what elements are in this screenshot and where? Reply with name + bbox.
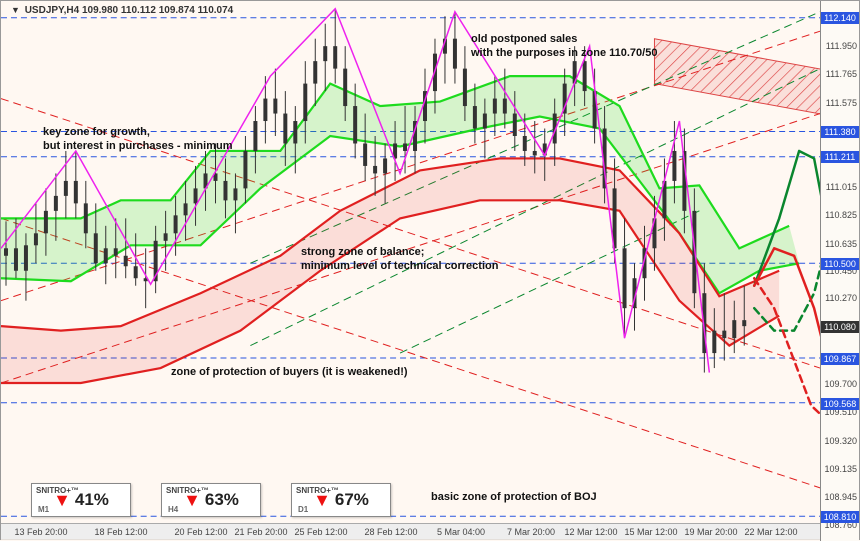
price-tag: 111.211 (821, 151, 859, 163)
y-tick: 111.015 (826, 182, 857, 192)
dropdown-icon[interactable]: ▼ (11, 5, 20, 15)
y-tick: 109.135 (824, 464, 857, 474)
x-tick: 7 Mar 20:00 (507, 527, 555, 537)
panel-percent: 41% (75, 490, 109, 510)
panel-percent: 63% (205, 490, 239, 510)
y-tick: 110.635 (825, 239, 857, 249)
y-tick: 111.765 (826, 69, 857, 79)
y-tick: 109.700 (824, 379, 857, 389)
panel-timeframe: D1 (298, 505, 308, 514)
price-tag: 112.140 (821, 12, 859, 24)
x-tick: 12 Mar 12:00 (564, 527, 617, 537)
panel-brand: SNITRO+™ (296, 486, 339, 495)
price-tag: 111.380 (821, 126, 859, 138)
panel-brand: SNITRO+™ (166, 486, 209, 495)
panel-brand: SNITRO+™ (36, 486, 79, 495)
x-tick: 20 Feb 12:00 (174, 527, 227, 537)
annotation-text: old postponed sales with the purposes in… (471, 33, 657, 61)
x-tick: 18 Feb 12:00 (94, 527, 147, 537)
symbol-label: USDJPY,H4 (25, 5, 79, 16)
annotation-text: zone of protection of buyers (it is weak… (171, 366, 408, 380)
x-tick: 5 Mar 04:00 (437, 527, 485, 537)
price-tag: 110.080 (821, 321, 859, 333)
y-tick: 111.950 (826, 41, 857, 51)
panel-timeframe: H4 (168, 505, 178, 514)
x-tick: 28 Feb 12:00 (364, 527, 417, 537)
price-tag: 110.500 (821, 258, 859, 270)
annotation-text: basic zone of protection of BOJ (431, 491, 597, 505)
price-tag: 109.568 (821, 398, 859, 410)
y-tick: 111.575 (826, 98, 857, 108)
x-tick: 21 Feb 20:00 (234, 527, 287, 537)
y-tick: 110.825 (825, 210, 857, 220)
y-tick: 109.320 (824, 436, 857, 446)
x-tick: 13 Feb 20:00 (14, 527, 67, 537)
indicator-panel[interactable]: SNITRO+™ D1 ▼ 67% (291, 483, 391, 517)
x-tick: 22 Mar 12:00 (744, 527, 797, 537)
y-tick: 110.270 (825, 293, 857, 303)
chart-title: ▼ USDJPY,H4 109.980 110.112 109.874 110.… (11, 5, 233, 16)
panel-percent: 67% (335, 490, 369, 510)
x-tick: 15 Mar 12:00 (624, 527, 677, 537)
y-tick: 108.945 (824, 492, 857, 502)
x-axis: 13 Feb 20:00 18 Feb 12:00 20 Feb 12:00 21 F… (1, 523, 820, 539)
annotation-text: key zone for growth, but interest in pur… (43, 126, 232, 154)
price-tag: 108.810 (821, 511, 859, 523)
indicator-panel[interactable]: SNITRO+™ M1 ▼ 41% (31, 483, 131, 517)
indicator-panel[interactable]: SNITRO+™ H4 ▼ 63% (161, 483, 261, 517)
y-axis: 111.950 111.765 111.575 111.380 111.015 110.8… (820, 1, 859, 541)
panel-timeframe: M1 (38, 505, 49, 514)
x-tick: 25 Feb 12:00 (294, 527, 347, 537)
annotation-text: strong zone of balance; minimum level of… (301, 246, 498, 274)
x-tick: 19 Mar 20:00 (684, 527, 737, 537)
ohlc-label: 109.980 110.112 109.874 110.074 (82, 5, 233, 16)
price-tag: 109.867 (821, 353, 859, 365)
